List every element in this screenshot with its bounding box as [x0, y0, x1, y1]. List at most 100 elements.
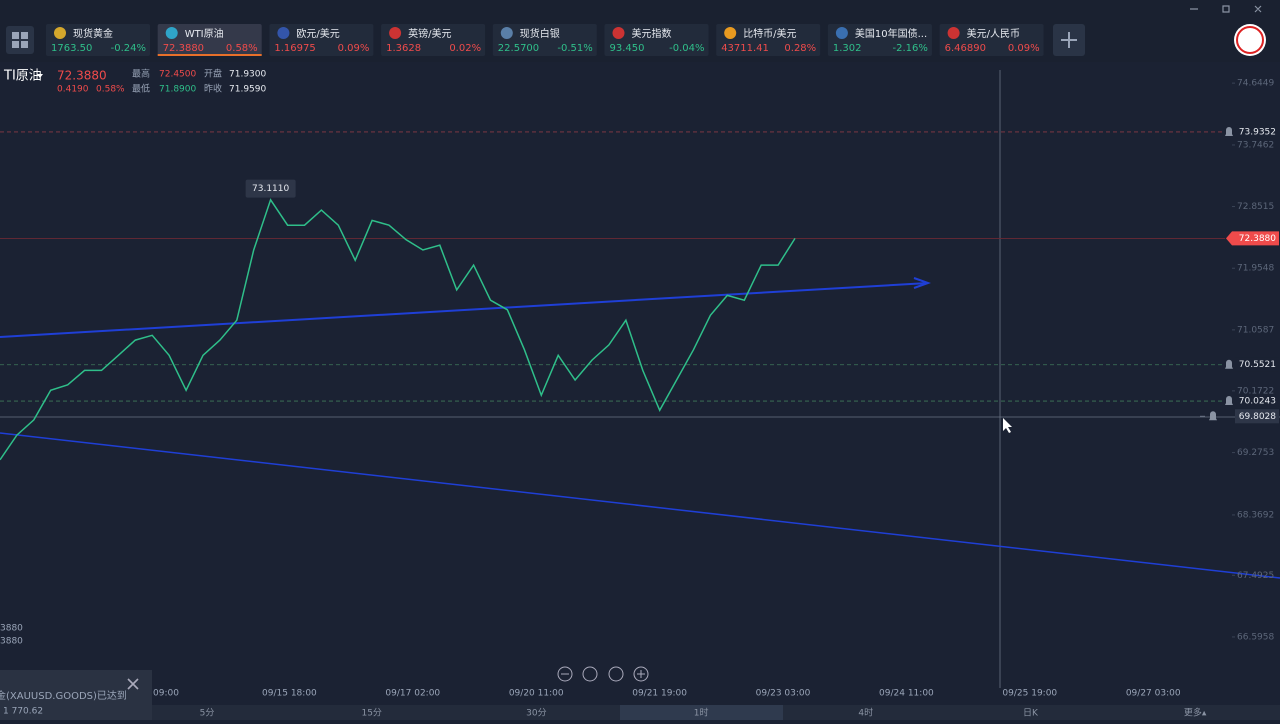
quote-price: 72.3880	[57, 69, 107, 83]
ticker-change: -2.16%	[893, 43, 928, 54]
peak-label: 73.1110	[252, 184, 289, 194]
left-label: 3880	[0, 624, 23, 634]
level-label: 73.9352	[1239, 127, 1276, 137]
x-tick-label: 09/15 18:00	[262, 689, 317, 699]
ticker-icon	[54, 27, 66, 39]
quote-label: 昨收	[204, 83, 222, 95]
ticker-name: 美元/人民币	[967, 27, 1020, 40]
quote-label: 最高	[132, 68, 150, 80]
ticker-tab[interactable]	[157, 24, 262, 56]
y-tick-label: 70.1722	[1237, 386, 1274, 396]
ticker-tab[interactable]	[492, 24, 597, 56]
ticker-name: 美国10年国债...	[855, 27, 927, 40]
ticker-price: 1.16975	[274, 43, 315, 54]
ticker-tab[interactable]	[716, 24, 821, 56]
alert-close[interactable]	[127, 678, 139, 690]
quote-value: 71.9590	[229, 85, 266, 95]
ticker-price: 72.3880	[163, 43, 204, 54]
bell-icon	[1225, 396, 1233, 406]
ticker-price: 43711.41	[721, 43, 769, 54]
ticker-icon	[835, 27, 848, 39]
price-line	[0, 198, 796, 461]
y-tick-label: 71.0587	[1237, 325, 1274, 335]
x-tick-label: 09/25 19:00	[1002, 689, 1057, 699]
ticker-price: 1.302	[833, 43, 862, 54]
cursor	[1003, 418, 1012, 433]
level-tag	[1235, 409, 1279, 424]
ticker-change: 0.02%	[449, 43, 481, 54]
quote-label: 开盘	[204, 68, 222, 80]
ticker-change: -0.24%	[111, 43, 146, 54]
ticker-icon	[612, 27, 625, 39]
x-tick-label: 09/27 03:00	[1126, 689, 1181, 699]
period-button[interactable]: 30分	[526, 708, 546, 719]
y-tick-label: 69.2753	[1237, 448, 1274, 458]
quote-percent: 0.58%	[96, 85, 125, 95]
x-tick-label: 09/21 19:00	[632, 689, 687, 699]
ticker-tab[interactable]	[269, 24, 374, 56]
level-tag	[1235, 394, 1279, 409]
last-price-label: 72.3880	[1239, 234, 1276, 244]
x-tick-label: 09:00	[153, 689, 179, 699]
zoom-out[interactable]	[557, 666, 573, 682]
zoom-in[interactable]	[633, 666, 649, 682]
level-label: 69.8028	[1239, 412, 1276, 422]
period-button[interactable]: 5分	[200, 708, 215, 719]
y-tick-label: 68.3692	[1237, 510, 1274, 520]
ticker-name: 英镑/美元	[408, 27, 451, 40]
level-label: 70.0243	[1239, 397, 1276, 407]
plus-icon	[1061, 32, 1077, 48]
period-button[interactable]: 4时	[858, 707, 873, 719]
x-tick-label: 09/17 02:00	[385, 689, 440, 699]
dropdown[interactable]	[37, 74, 43, 78]
ticker-tab[interactable]	[381, 24, 486, 56]
ticker-tab[interactable]	[46, 24, 150, 56]
ticker-icon	[277, 27, 290, 39]
ticker-name: 现货白银	[520, 27, 560, 40]
y-tick-label: 66.5958	[1237, 632, 1274, 642]
ticker-change: 0.09%	[1008, 43, 1040, 54]
x-tick-label: 09/23 03:00	[756, 689, 811, 699]
window-controls[interactable]	[1190, 5, 1262, 13]
period-button[interactable]: 日K	[1023, 708, 1039, 719]
y-tick-label: 74.6449	[1237, 79, 1274, 89]
period-button[interactable]: 1时	[694, 707, 709, 719]
alert-price: 1 770.62	[3, 707, 43, 717]
ticker-icon	[500, 27, 513, 39]
active-underline	[157, 54, 262, 56]
level-label: 70.5521	[1239, 360, 1276, 370]
ticker-name: WTI原油	[185, 27, 224, 40]
trend-line	[0, 282, 929, 338]
ticker-name: 欧元/美元	[296, 27, 339, 40]
ticker-name: 美元指数	[632, 27, 672, 40]
y-tick-label: 71.9548	[1237, 264, 1274, 274]
trend-line	[0, 432, 1280, 579]
level-tag	[1235, 357, 1279, 372]
quote-value: 71.8900	[159, 85, 196, 95]
ticker-name: 现货黄金	[73, 27, 113, 40]
period-button[interactable]: 15分	[361, 708, 381, 719]
prev[interactable]	[582, 666, 598, 682]
quote-value: 72.4500	[159, 70, 196, 80]
ticker-name: 比特币/美元	[743, 27, 796, 40]
alert-text: 金(XAUUSD.GOODS)已达到	[0, 689, 127, 702]
left-label: 3880	[0, 637, 23, 647]
ticker-price: 22.5700	[498, 43, 539, 54]
level-tag	[1235, 124, 1279, 139]
alert-box	[0, 670, 152, 720]
ticker-tab[interactable]	[604, 24, 709, 56]
ticker-tab[interactable]	[939, 24, 1044, 56]
menu-button[interactable]	[6, 26, 34, 54]
y-tick-label: 72.8515	[1237, 202, 1274, 212]
ticker-tab[interactable]	[827, 24, 932, 56]
last-price-tag	[1226, 231, 1279, 246]
ticker-price: 1.3628	[386, 43, 421, 54]
period-button[interactable]: 更多▴	[1184, 707, 1207, 719]
quote-label: 最低	[132, 83, 150, 95]
next[interactable]	[608, 666, 624, 682]
ticker-change: 0.09%	[338, 43, 370, 54]
ticker-price: 93.450	[610, 43, 645, 54]
ticker-change: -0.51%	[557, 43, 592, 54]
logo	[1234, 24, 1266, 56]
